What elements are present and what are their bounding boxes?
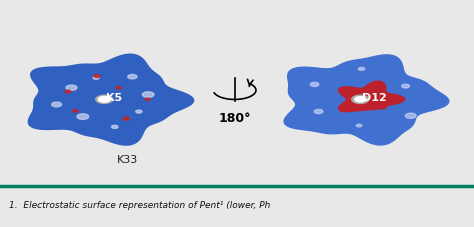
Circle shape xyxy=(356,125,362,127)
Circle shape xyxy=(66,86,77,91)
Text: 1.  Electrostatic surface representation of Pent¹ (lower, Ph: 1. Electrostatic surface representation … xyxy=(9,200,271,209)
Circle shape xyxy=(405,114,416,119)
Circle shape xyxy=(358,68,365,71)
Text: 180°: 180° xyxy=(219,111,251,124)
Circle shape xyxy=(65,91,71,94)
Circle shape xyxy=(96,96,113,104)
Polygon shape xyxy=(338,81,405,113)
Circle shape xyxy=(352,96,369,104)
Circle shape xyxy=(116,87,121,90)
Circle shape xyxy=(98,97,110,103)
Circle shape xyxy=(128,75,137,79)
Circle shape xyxy=(101,99,107,101)
Text: K33: K33 xyxy=(118,154,138,164)
Circle shape xyxy=(73,110,78,113)
Circle shape xyxy=(146,99,150,101)
Circle shape xyxy=(111,126,118,129)
Text: D12: D12 xyxy=(362,93,387,103)
Circle shape xyxy=(401,85,410,89)
Circle shape xyxy=(52,103,62,107)
Circle shape xyxy=(123,118,129,121)
Circle shape xyxy=(314,110,323,114)
Circle shape xyxy=(94,75,100,78)
Circle shape xyxy=(136,111,142,114)
Polygon shape xyxy=(283,55,449,146)
Circle shape xyxy=(142,92,154,98)
Text: K5: K5 xyxy=(106,93,122,103)
Circle shape xyxy=(93,77,99,80)
Polygon shape xyxy=(27,54,194,146)
Circle shape xyxy=(355,97,366,103)
Circle shape xyxy=(77,114,89,120)
Circle shape xyxy=(310,83,319,87)
